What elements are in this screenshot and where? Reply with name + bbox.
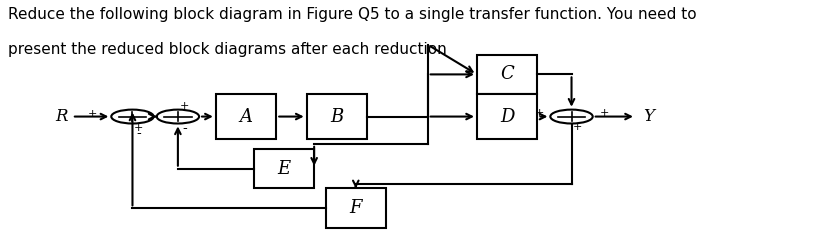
FancyBboxPatch shape bbox=[477, 55, 537, 94]
Text: +: + bbox=[88, 109, 97, 120]
Text: +: + bbox=[180, 101, 189, 111]
Circle shape bbox=[551, 110, 593, 124]
Text: C: C bbox=[501, 65, 514, 83]
Text: D: D bbox=[500, 108, 515, 125]
FancyBboxPatch shape bbox=[307, 94, 367, 139]
Text: +: + bbox=[534, 108, 544, 118]
FancyBboxPatch shape bbox=[216, 94, 276, 139]
FancyBboxPatch shape bbox=[326, 188, 386, 228]
Text: R: R bbox=[56, 108, 68, 125]
Text: present the reduced block diagrams after each reduction: present the reduced block diagrams after… bbox=[7, 42, 447, 57]
Circle shape bbox=[157, 110, 199, 124]
Text: +: + bbox=[134, 124, 143, 133]
Text: -: - bbox=[137, 127, 142, 140]
Text: B: B bbox=[330, 108, 344, 125]
Text: +: + bbox=[573, 122, 582, 132]
Circle shape bbox=[111, 110, 154, 124]
Text: Y: Y bbox=[644, 108, 654, 125]
Text: -: - bbox=[182, 122, 187, 135]
FancyBboxPatch shape bbox=[254, 149, 314, 188]
Text: F: F bbox=[349, 199, 362, 217]
Text: +: + bbox=[600, 108, 609, 118]
Text: Reduce the following block diagram in Figure Q5 to a single transfer function. Y: Reduce the following block diagram in Fi… bbox=[7, 7, 696, 22]
Text: A: A bbox=[240, 108, 253, 125]
FancyBboxPatch shape bbox=[477, 94, 537, 139]
Text: E: E bbox=[277, 160, 290, 178]
